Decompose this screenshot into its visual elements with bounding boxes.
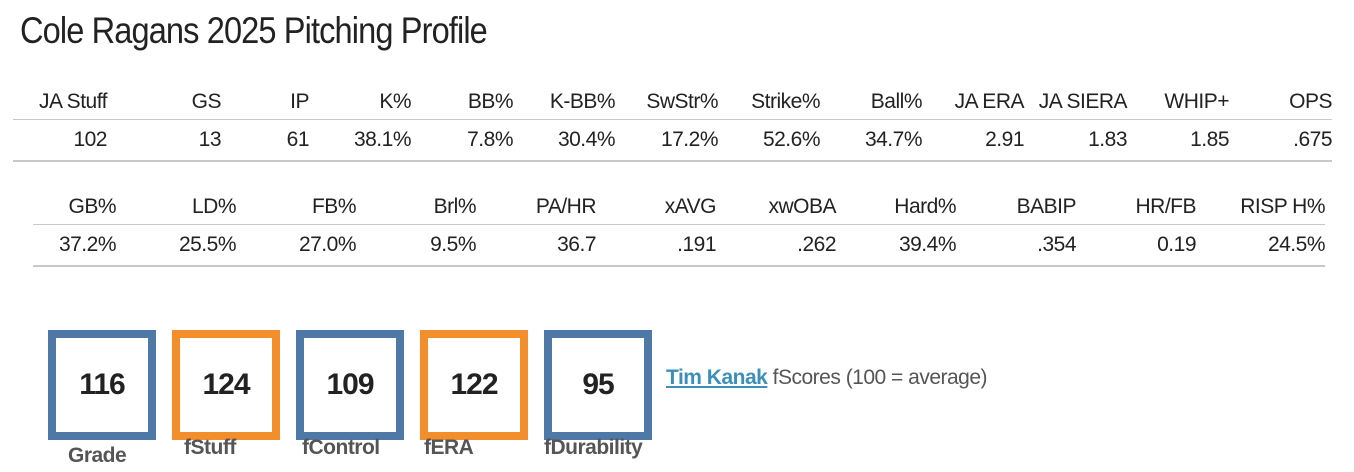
table-cell: 39.4%: [836, 224, 957, 267]
attribution-text: fScores (100 = average): [767, 366, 988, 389]
column-header: Ball%: [820, 85, 923, 120]
table-cell: .191: [596, 224, 717, 267]
grade-label: Grade: [68, 444, 127, 467]
table-cell: 17.2%: [615, 119, 719, 162]
table-cell: .675: [1229, 119, 1333, 162]
column-header: xAVG: [596, 190, 717, 225]
pitching-stats-table-1: JA Stuff GS IP K% BB% K-BB% SwStr% Strik…: [13, 85, 1333, 162]
table-cell: 61: [221, 119, 310, 162]
column-header: K-BB%: [513, 85, 616, 120]
column-header: GB%: [33, 190, 117, 225]
table-cell: 38.1%: [309, 119, 412, 162]
table-cell: 24.5%: [1196, 224, 1326, 267]
column-header: HR/FB: [1076, 190, 1197, 225]
column-header: SwStr%: [615, 85, 719, 120]
fstuff-score-box: 124: [172, 330, 280, 440]
fdurability-score-box: 95: [544, 330, 652, 440]
column-header: OPS: [1229, 85, 1333, 120]
table-cell: 2.91: [922, 119, 1025, 162]
column-header: Strike%: [718, 85, 821, 120]
column-header: JA Stuff: [13, 85, 108, 120]
column-header: GS: [107, 85, 222, 120]
table-cell: 13: [107, 119, 222, 162]
column-header: RISP H%: [1196, 190, 1326, 225]
table-cell: 9.5%: [356, 224, 477, 267]
table-row: 102 13 61 38.1% 7.8% 30.4% 17.2% 52.6% 3…: [13, 119, 1333, 162]
table-cell: .354: [956, 224, 1077, 267]
column-header: Hard%: [836, 190, 957, 225]
table-header-row: GB% LD% FB% Brl% PA/HR xAVG xwOBA Hard% …: [33, 190, 1326, 225]
column-header: JA ERA: [922, 85, 1025, 120]
column-header: LD%: [116, 190, 237, 225]
table-cell: .262: [716, 224, 837, 267]
table-cell: 37.2%: [33, 224, 117, 267]
table-cell: 34.7%: [820, 119, 923, 162]
column-header: K%: [309, 85, 412, 120]
pitching-stats-table-2: GB% LD% FB% Brl% PA/HR xAVG xwOBA Hard% …: [33, 190, 1326, 267]
table-cell: 102: [13, 119, 108, 162]
table-cell: 25.5%: [116, 224, 237, 267]
grade-score-box: 116: [48, 330, 156, 440]
table-row: 37.2% 25.5% 27.0% 9.5% 36.7 .191 .262 39…: [33, 224, 1326, 267]
column-header: BABIP: [956, 190, 1077, 225]
fcontrol-score-box: 109: [296, 330, 404, 440]
fera-score-box: 122: [420, 330, 528, 440]
fdurability-label: fDurability: [544, 436, 643, 459]
fera-label: fERA: [424, 436, 474, 459]
table-cell: 7.8%: [411, 119, 514, 162]
author-link[interactable]: Tim Kanak: [666, 366, 768, 389]
table-cell: 36.7: [476, 224, 597, 267]
column-header: BB%: [411, 85, 514, 120]
column-header: IP: [221, 85, 310, 120]
table-cell: 0.19: [1076, 224, 1197, 267]
page-title: Cole Ragans 2025 Pitching Profile: [20, 10, 488, 51]
table-cell: 52.6%: [718, 119, 821, 162]
table-cell: 1.85: [1127, 119, 1230, 162]
fstuff-label: fStuff: [184, 436, 236, 459]
column-header: WHIP+: [1127, 85, 1230, 120]
table-cell: 30.4%: [513, 119, 616, 162]
column-header: PA/HR: [476, 190, 597, 225]
table-cell: 1.83: [1024, 119, 1128, 162]
table-header-row: JA Stuff GS IP K% BB% K-BB% SwStr% Strik…: [13, 85, 1333, 120]
fcontrol-label: fControl: [302, 436, 380, 459]
column-header: FB%: [236, 190, 357, 225]
fscores-attribution: Tim Kanak fScores (100 = average): [666, 366, 988, 390]
column-header: JA SIERA: [1024, 85, 1128, 120]
column-header: Brl%: [356, 190, 477, 225]
column-header: xwOBA: [716, 190, 837, 225]
table-cell: 27.0%: [236, 224, 357, 267]
